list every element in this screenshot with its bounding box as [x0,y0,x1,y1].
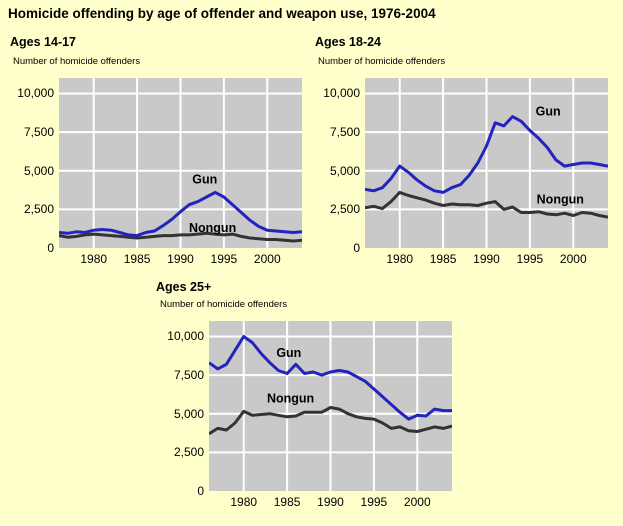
series-label-nongun: Nongun [537,192,584,206]
panel-ages-18-24: Ages 18-24 Number of homicide offenders … [306,30,618,280]
y-tick-label: 10,000 [323,86,360,101]
panel-title: Ages 18-24 [315,35,382,49]
y-tick-label: 0 [47,241,54,255]
x-tick-label: 1990 [473,252,500,266]
line-chart-ages-14-17: Gun Nongun [59,78,302,248]
line-chart-ages-18-24: Gun Nongun [365,78,608,248]
y-tick-label: 0 [197,484,204,498]
y-axis-caption: Number of homicide offenders [13,56,141,67]
x-tick-label: 1995 [210,252,238,266]
x-tick-label: 1985 [123,252,151,266]
series-label-gun: Gun [536,104,561,118]
x-tick-label: 1990 [167,252,194,266]
y-axis-caption: Number of homicide offenders [318,56,446,67]
y-tick-label: 2,500 [23,202,54,217]
x-tick-label: 1985 [273,495,301,509]
x-tick-label: 2000 [253,252,281,266]
panel-ages-25-plus: Ages 25+ Number of homicide offenders Gu… [150,276,462,526]
line-chart-ages-25-plus: Gun Nongun [209,321,452,491]
y-tick-label: 7,500 [173,368,204,383]
series-line-gun [209,335,452,421]
x-tick-label: 1980 [80,252,108,266]
x-tick-label: 2000 [559,252,587,266]
series-line-gun [59,190,302,238]
y-tick-label: 5,000 [173,406,204,421]
x-tick-label: 1995 [516,252,544,266]
y-tick-label: 5,000 [23,163,54,178]
x-tick-label: 1990 [317,495,344,509]
x-tick-label: 1980 [230,495,258,509]
y-tick-label: 2,500 [173,445,204,460]
page-title: Homicide offending by age of offender an… [8,6,436,21]
panel-title: Ages 25+ [156,280,212,294]
series-line-nongun [209,406,452,436]
series-label-gun: Gun [276,346,301,360]
y-tick-label: 0 [353,241,360,255]
y-tick-label: 5,000 [329,163,360,178]
series-label-nongun: Nongun [189,221,236,235]
series-label-gun: Gun [192,172,217,186]
y-tick-label: 7,500 [23,125,54,140]
x-tick-label: 2000 [403,495,431,509]
y-axis-caption: Number of homicide offenders [160,299,288,310]
x-tick-label: 1985 [429,252,457,266]
panel-ages-14-17: Ages 14-17 Number of homicide offenders … [0,30,312,280]
y-tick-label: 10,000 [167,329,204,344]
x-tick-label: 1995 [360,495,388,509]
series-line-nongun [365,190,608,219]
y-tick-label: 2,500 [329,202,360,217]
panel-title: Ages 14-17 [10,35,77,49]
x-tick-label: 1980 [386,252,414,266]
series-line-nongun [59,231,302,243]
y-tick-label: 7,500 [329,125,360,140]
series-line-gun [365,115,608,194]
y-tick-label: 10,000 [17,86,54,101]
series-label-nongun: Nongun [267,391,314,405]
